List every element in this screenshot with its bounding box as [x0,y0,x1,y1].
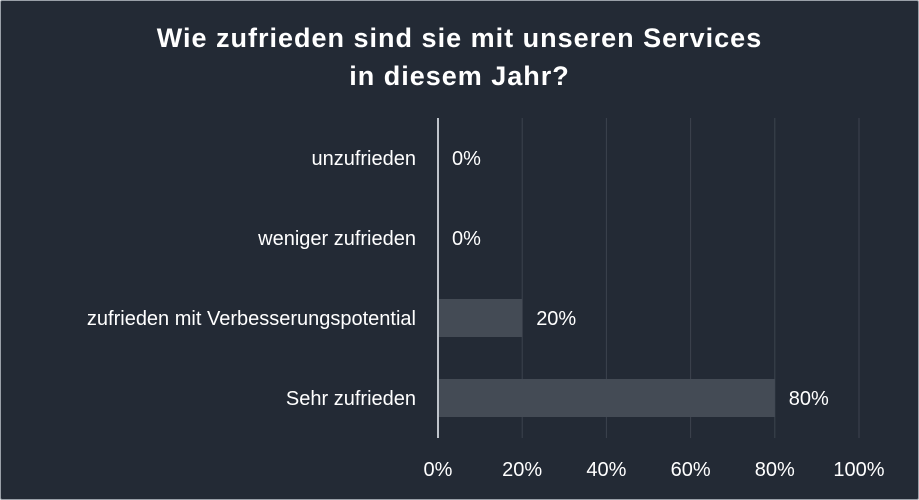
chart-title-line-1: Wie zufrieden sind sie mit unseren Servi… [156,23,763,53]
category-label-2: zufrieden mit Verbesserungspotential [87,308,416,330]
x-tick-label-40: 40% [586,459,626,481]
category-label-1: weniger zufrieden [257,228,416,250]
x-tick-label-0: 0% [424,459,453,481]
x-tick-label-100: 100% [833,459,884,481]
bar-3 [438,379,775,417]
value-label-0: 0% [452,148,481,170]
chart-title: Wie zufrieden sind sie mit unseren Servi… [1,19,918,95]
value-label-1: 0% [452,228,481,250]
x-tick-label-60: 60% [671,459,711,481]
category-label-3: Sehr zufrieden [286,388,416,410]
value-label-3: 80% [789,388,829,410]
chart-title-line-2: in diesem Jahr? [349,61,570,91]
x-tick-label-20: 20% [502,459,542,481]
category-label-0: unzufrieden [311,148,416,170]
value-label-2: 20% [536,308,576,330]
bar-2 [438,299,523,337]
x-tick-label-80: 80% [755,459,795,481]
